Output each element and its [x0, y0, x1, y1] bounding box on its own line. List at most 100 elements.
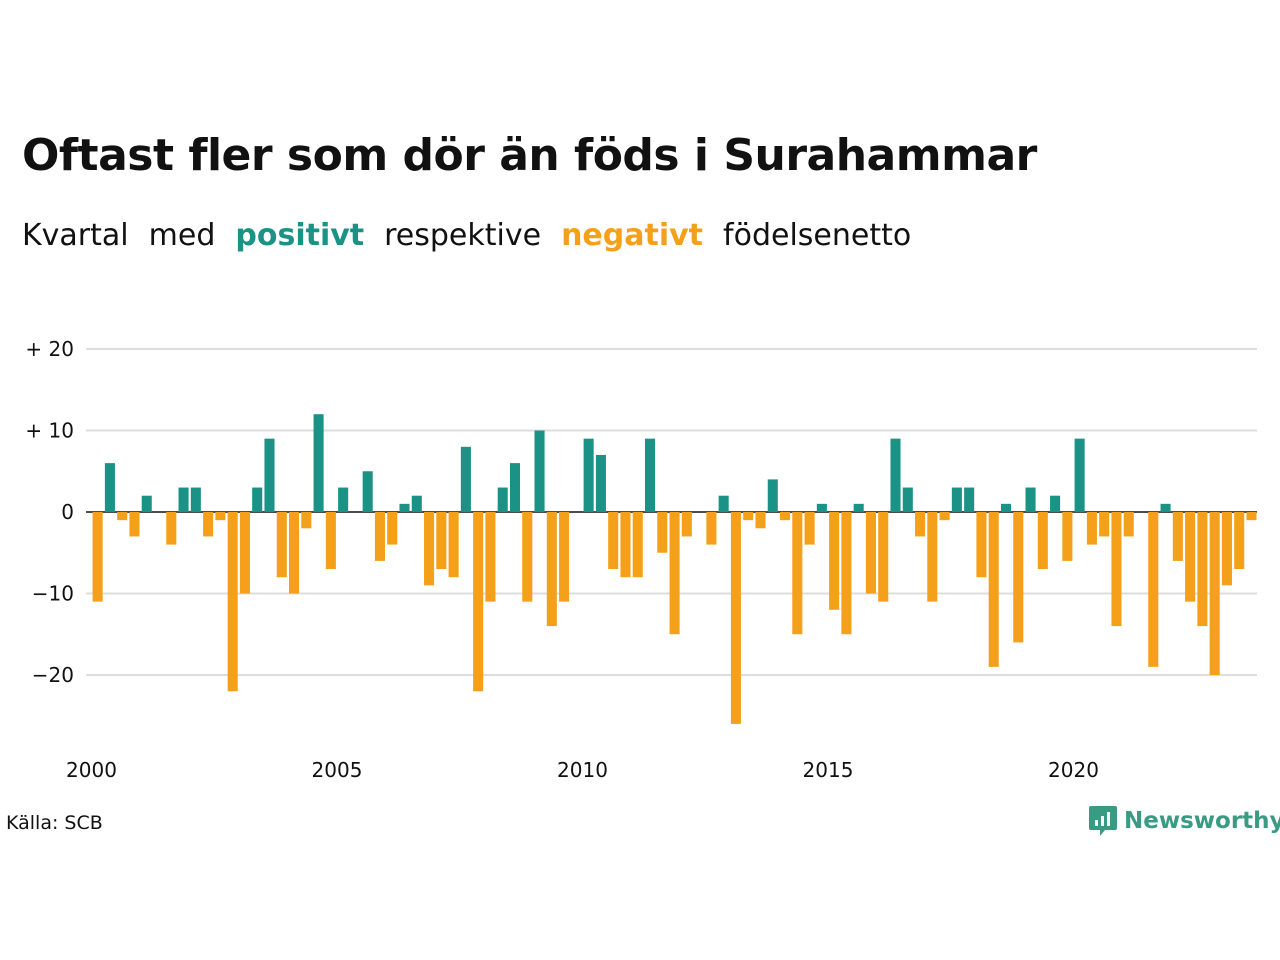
bar-positive: [497, 487, 508, 512]
bar-positive: [460, 446, 471, 512]
y-tick-label: + 20: [25, 337, 74, 361]
bar-negative: [939, 512, 950, 521]
bar-negative: [976, 512, 987, 578]
bar-negative: [878, 512, 889, 602]
bar-negative: [841, 512, 852, 635]
bar-negative: [522, 512, 533, 602]
bar-positive: [509, 463, 521, 512]
y-tick-label: −10: [32, 582, 74, 606]
bar-positive: [718, 495, 729, 512]
newsworthy-logo: Newsworthy: [1088, 804, 1280, 838]
bar-positive: [1025, 487, 1036, 512]
bar-negative: [988, 512, 999, 667]
subtitle-positive: positivt: [235, 218, 365, 253]
chart-title: Oftast fler som dör än föds i Surahammar: [22, 130, 1037, 181]
bar-positive: [104, 463, 115, 512]
bar-negative: [669, 512, 680, 635]
bar-negative: [915, 512, 926, 537]
bar-negative: [1099, 512, 1110, 537]
bar-positive: [252, 487, 263, 512]
bar-positive: [362, 471, 373, 512]
bar-negative: [117, 512, 128, 521]
x-tick-label: 2015: [803, 758, 854, 782]
bar-positive: [534, 430, 545, 512]
bar-negative: [1111, 512, 1122, 627]
newsworthy-icon: [1089, 806, 1117, 836]
bar-negative: [632, 512, 643, 578]
y-tick-label: 0: [61, 500, 74, 524]
bar-negative: [1062, 512, 1073, 561]
subtitle-word: födelsenetto: [723, 218, 912, 253]
bar-negative: [276, 512, 287, 578]
bar-negative: [657, 512, 668, 553]
bar-negative: [92, 512, 103, 602]
y-tick-label: + 10: [25, 419, 74, 443]
bar-negative: [1037, 512, 1048, 570]
bar-positive: [1050, 495, 1061, 512]
bar-negative: [1197, 512, 1208, 627]
bar-negative: [706, 512, 717, 545]
bar-negative: [424, 512, 435, 586]
bar-negative: [927, 512, 938, 602]
bar-negative: [1221, 512, 1232, 586]
x-tick-label: 2005: [312, 758, 363, 782]
bar-positive: [583, 438, 594, 512]
bar-negative: [730, 512, 741, 724]
bar-positive: [411, 495, 422, 512]
x-tick-label: 2020: [1048, 758, 1099, 782]
bar-positive: [399, 503, 410, 512]
bar-negative: [792, 512, 803, 635]
bar-positive: [313, 414, 324, 512]
bar-negative: [325, 512, 336, 570]
subtitle-word: med: [148, 218, 216, 253]
x-tick-label: 2010: [557, 758, 608, 782]
bar-positive: [816, 503, 827, 512]
bar-negative: [301, 512, 312, 529]
bar-positive: [1074, 438, 1085, 512]
bar-positive: [1160, 503, 1171, 512]
bar-negative: [608, 512, 619, 570]
y-tick-label: −20: [32, 663, 74, 687]
bar-positive: [902, 487, 913, 512]
bar-negative: [755, 512, 766, 529]
bar-negative: [1086, 512, 1097, 545]
bar-negative: [865, 512, 876, 594]
bar-negative: [804, 512, 815, 545]
bar-positive: [767, 479, 778, 512]
bar-negative: [166, 512, 177, 545]
bar-positive: [141, 495, 152, 512]
subtitle-word: respektive: [384, 218, 542, 253]
bar-negative: [1209, 512, 1220, 675]
bar-negative: [129, 512, 140, 537]
subtitle-negative: negativt: [561, 218, 704, 253]
bar-negative: [436, 512, 447, 570]
source-note: Källa: SCB: [6, 812, 103, 834]
bar-negative: [1013, 512, 1024, 643]
bar-negative: [203, 512, 214, 537]
bar-negative: [620, 512, 631, 578]
bar-negative: [387, 512, 398, 545]
bar-negative: [1246, 512, 1257, 521]
bar-positive: [338, 487, 349, 512]
bar-negative: [743, 512, 754, 521]
bar-positive: [264, 438, 275, 512]
brand-name: Newsworthy: [1124, 808, 1280, 834]
bar-positive: [178, 487, 189, 512]
bar-positive: [853, 503, 864, 512]
bar-positive: [890, 438, 901, 512]
bar-negative: [829, 512, 840, 610]
bar-positive: [1000, 503, 1012, 512]
bar-negative: [215, 512, 226, 521]
bar-positive: [644, 438, 656, 512]
bar-positive: [951, 487, 962, 512]
bar-negative: [485, 512, 496, 602]
bar-negative: [374, 512, 385, 561]
bar-chart: + 20 + 10 0 −10 −20 2000 2005 2010 2015 2020: [25, 337, 1257, 782]
bar-negative: [559, 512, 570, 602]
bar-negative: [1148, 512, 1159, 667]
bar-positive: [190, 487, 201, 512]
bar-negative: [1234, 512, 1245, 570]
bar-negative: [1123, 512, 1134, 537]
bar-negative: [227, 512, 238, 692]
bar-negative: [1185, 512, 1196, 602]
